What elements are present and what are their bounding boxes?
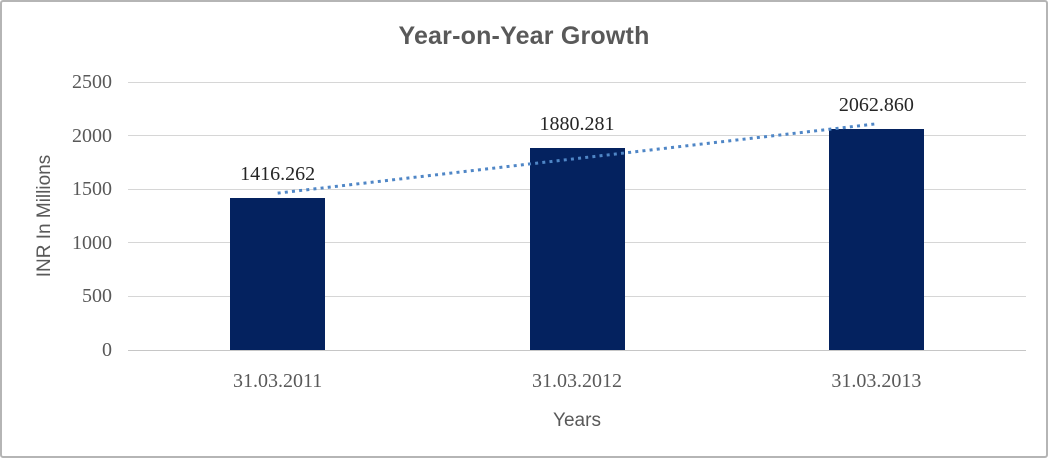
bar [230, 198, 326, 350]
y-tick-label: 2500 [72, 71, 112, 93]
x-tick-label: 31.03.2013 [831, 370, 922, 392]
x-axis-title: Years [553, 410, 601, 431]
bar [828, 128, 924, 350]
y-tick-label: 500 [82, 285, 112, 308]
y-tick-label: 2000 [72, 124, 112, 147]
data-label: 1880.281 [539, 113, 615, 136]
chart-title: Year-on-Year Growth [398, 22, 650, 50]
x-tick-label: 31.03.2012 [532, 370, 622, 392]
x-axis-line [128, 349, 1026, 351]
data-label: 1416.262 [240, 163, 316, 186]
y-tick-label: 1500 [72, 178, 112, 201]
data-label: 2062.860 [838, 93, 914, 116]
bar [529, 148, 625, 350]
gridline [128, 81, 1026, 83]
y-tick-label: 0 [102, 339, 112, 361]
y-axis-title: INR In Millions [34, 154, 55, 278]
x-tick-label: 31.03.2011 [233, 370, 323, 392]
y-tick-label: 1000 [72, 231, 112, 254]
